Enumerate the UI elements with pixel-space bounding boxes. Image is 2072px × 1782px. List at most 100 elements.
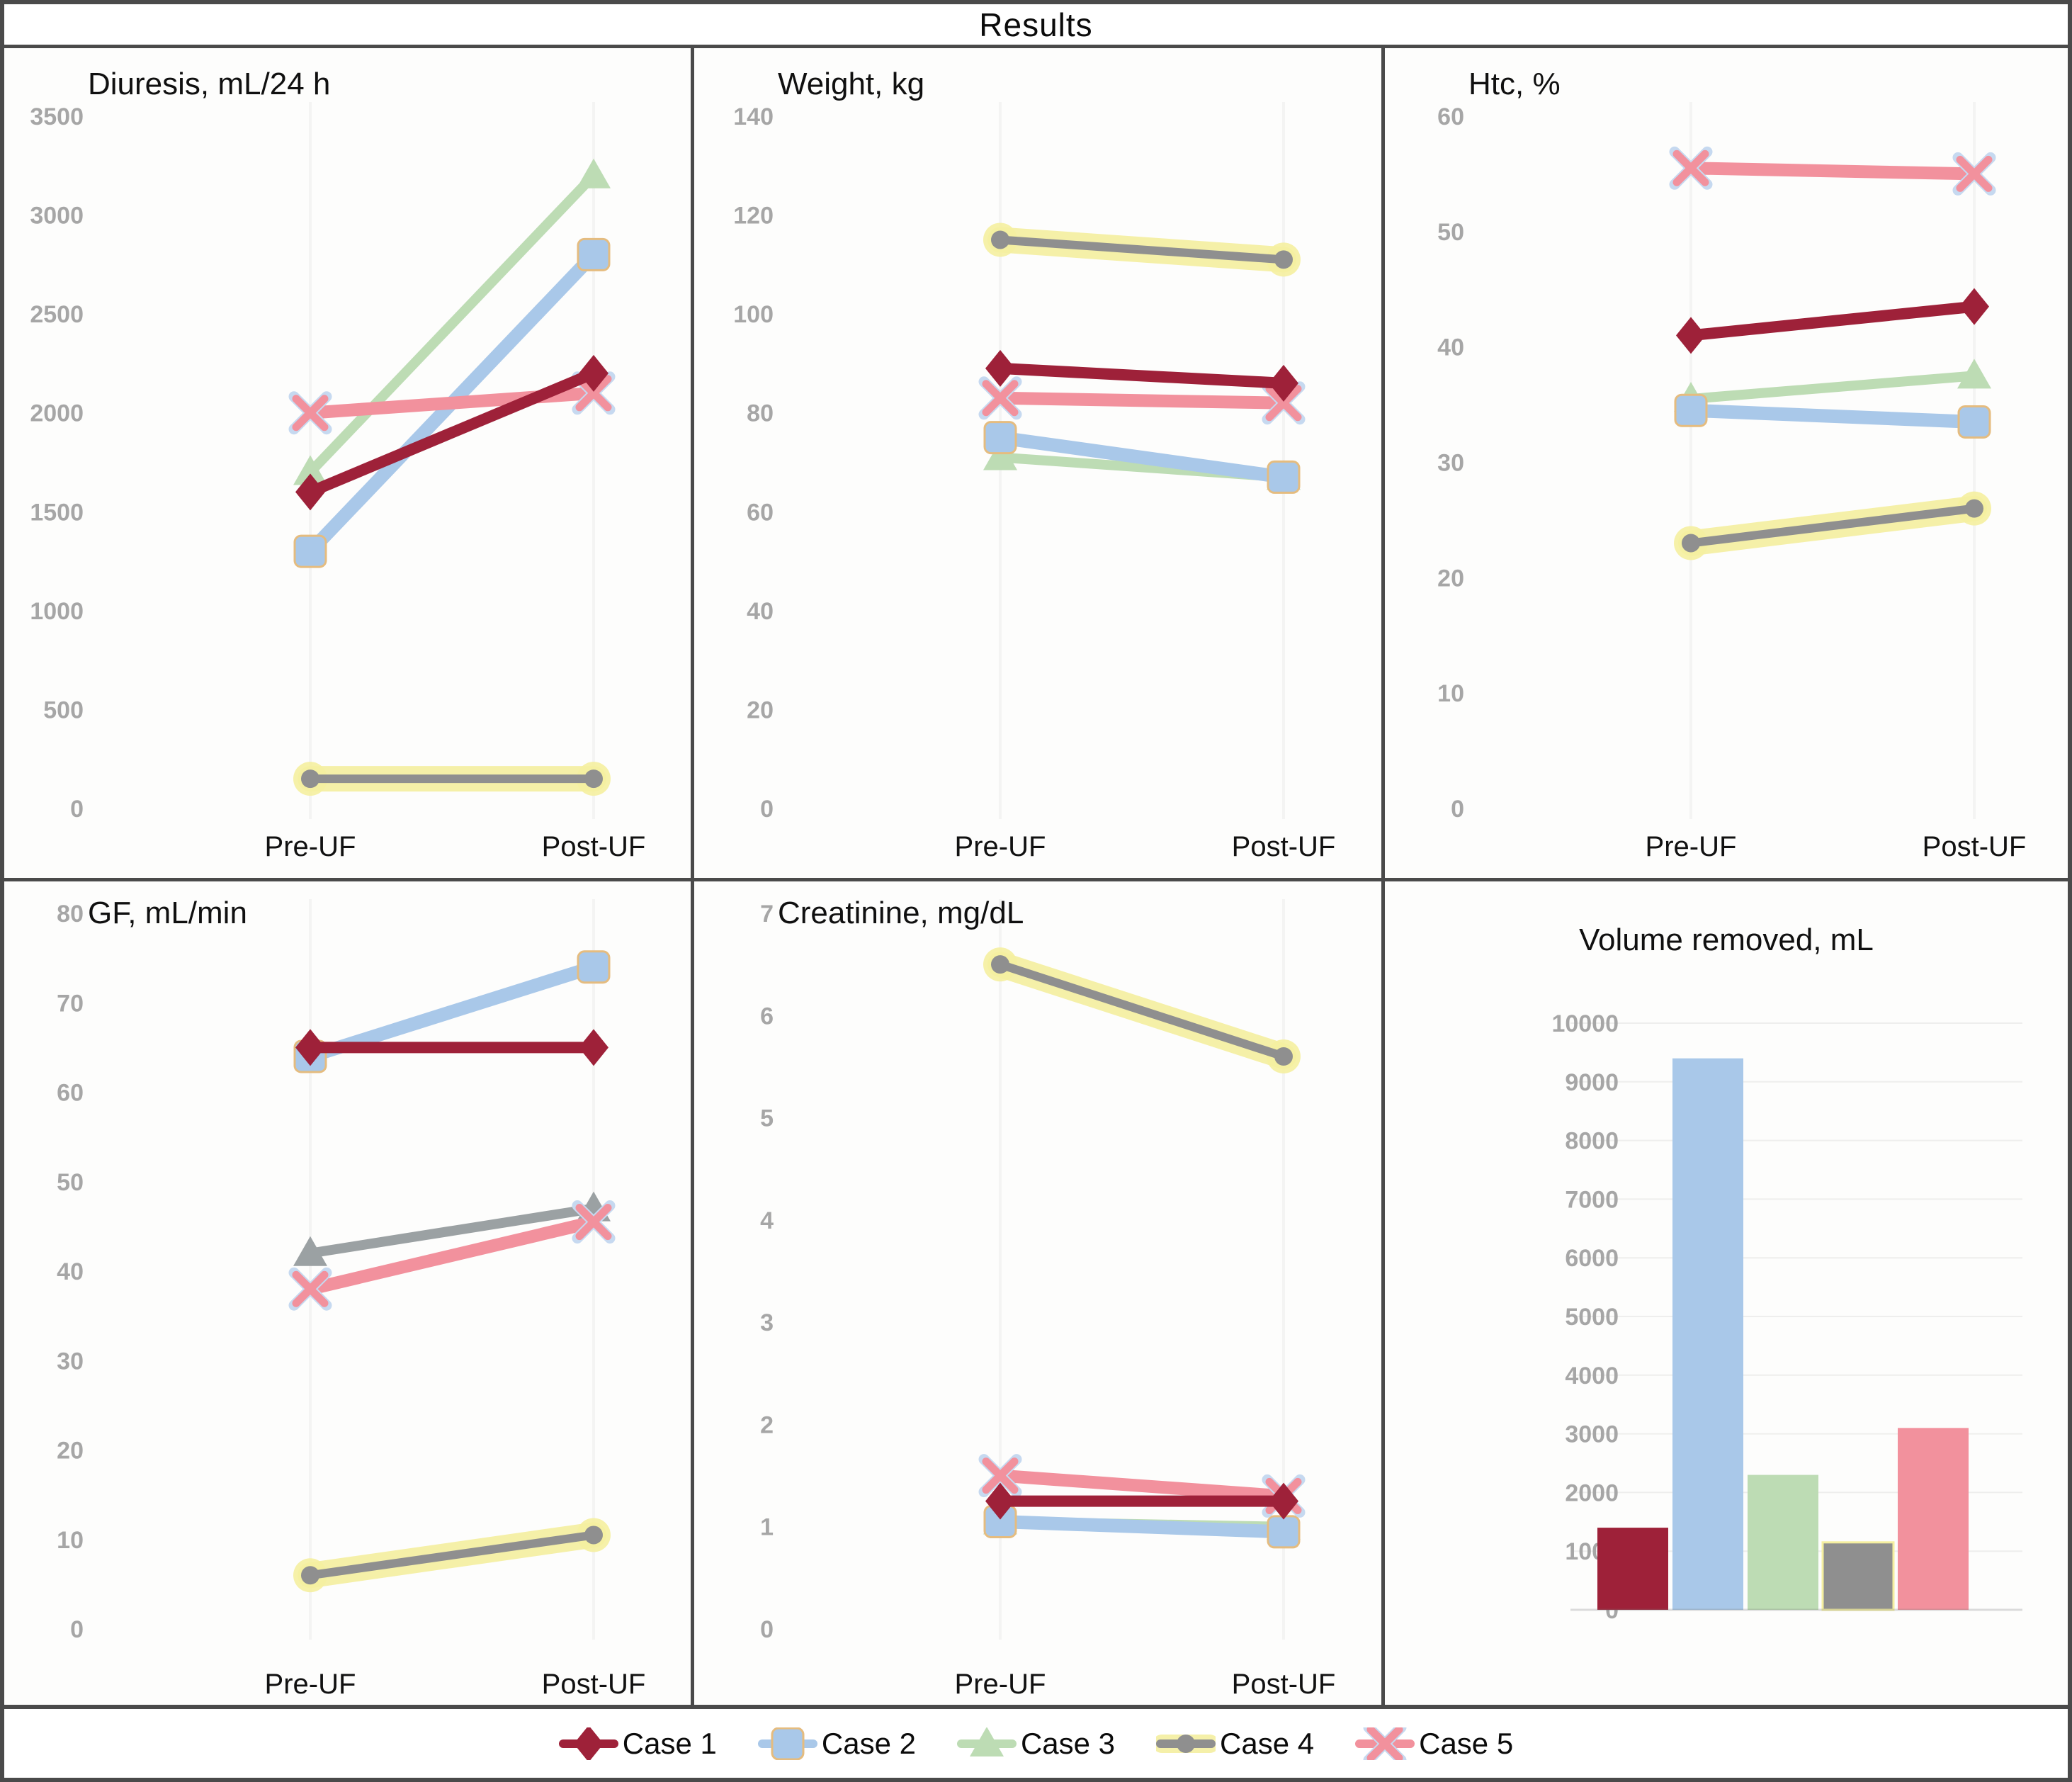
case-5-marker — [292, 1270, 329, 1307]
y-tick-label: 140 — [733, 103, 774, 130]
y-tick-label: 8000 — [1565, 1128, 1619, 1155]
case-1-marker — [579, 1029, 608, 1066]
y-tick-label: 40 — [57, 1258, 84, 1285]
legend-marker-shape — [1177, 1734, 1196, 1753]
y-tick-label: 0 — [70, 1616, 84, 1643]
y-tick-label: 7 — [760, 901, 774, 927]
case-1-marker — [295, 1029, 325, 1066]
creatinine-chart: 0 1 2 3 4 5 6 7 Pre-UF Post-UF — [760, 899, 1336, 1700]
y-tick-label: 2 — [760, 1411, 774, 1438]
y-tick-label: 50 — [57, 1169, 84, 1196]
case-1-marker — [985, 1482, 1015, 1520]
case-3-line — [305, 170, 599, 478]
panel-weight: Weight, kg 0 20 40 60 80 100 120 140 Pre-UF Post-… — [694, 48, 1381, 878]
y-tick-label: 0 — [70, 796, 84, 823]
column-divider-2 — [1381, 48, 1385, 1705]
y-tick-label: 2000 — [1565, 1479, 1619, 1506]
y-tick-label: 5 — [760, 1105, 774, 1132]
case-4-marker — [991, 230, 1009, 249]
legend-marker-shape — [771, 1727, 805, 1760]
y-tick-label: 10000 — [1551, 1010, 1619, 1037]
y-tick-label: 60 — [57, 1080, 84, 1107]
case-2-marker — [577, 950, 611, 984]
case-1-line — [1685, 300, 1980, 342]
case-1-line — [305, 367, 599, 498]
case-4-marker — [584, 1526, 603, 1545]
case-2-line — [1684, 403, 1981, 429]
case-3-triangle-icon — [956, 1727, 1017, 1756]
y-tick-label: 3 — [760, 1309, 774, 1336]
case-4-marker — [991, 955, 1009, 974]
panel-htc: Htc, % 0 10 20 30 40 50 60 Pre-UF Post-UF — [1385, 48, 2068, 878]
case-4-marker — [301, 1566, 319, 1585]
legend-item-case-5: Case 5 — [1355, 1727, 1513, 1761]
y-tick-label: 0 — [760, 1616, 774, 1643]
case-5-line — [994, 391, 1290, 410]
y-tick-label: 20 — [747, 697, 774, 723]
diuresis-chart: 0 500 1000 1500 2000 2500 3000 3500 Pre-UF Post-U… — [30, 102, 646, 862]
y-tick-label: 4 — [760, 1207, 774, 1234]
column-divider-1 — [691, 48, 694, 1705]
case-2-square-icon — [757, 1727, 817, 1760]
panel-title-weight: Weight, kg — [778, 67, 925, 101]
legend-item-label: Case 2 — [821, 1726, 916, 1760]
legend-item-case-4: Case 4 — [1156, 1727, 1314, 1761]
case-2-marker — [293, 534, 327, 568]
x-category-label: Post-UF — [1923, 831, 2027, 862]
y-tick-label: 80 — [57, 901, 84, 927]
y-tick-label: 3000 — [1565, 1421, 1619, 1448]
case-5-marker — [575, 1204, 612, 1241]
case-4-marker — [1274, 250, 1293, 269]
y-tick-label: 4000 — [1565, 1363, 1619, 1389]
case-2-marker — [983, 421, 1017, 455]
x-category-label: Post-UF — [542, 1669, 646, 1700]
case-3-marker — [293, 455, 327, 485]
x-category-label: Pre-UF — [265, 831, 356, 862]
x-category-label: Post-UF — [542, 831, 646, 862]
y-tick-label: 3000 — [30, 203, 84, 230]
case-3-line — [1686, 371, 1979, 404]
case-1-line — [995, 362, 1289, 389]
panel-title-htc: Htc, % — [1468, 67, 1561, 101]
y-tick-label: 10 — [57, 1527, 84, 1554]
case-4-marker — [1274, 1047, 1293, 1066]
case-2-line — [993, 1515, 1291, 1539]
y-tick-label: 40 — [1437, 334, 1464, 361]
panel-title-gf: GF, mL/min — [88, 896, 247, 930]
x-category-label: Pre-UF — [955, 831, 1046, 862]
case-5-marker — [575, 375, 612, 412]
case-1-marker — [1269, 364, 1298, 402]
case-4-line — [996, 235, 1288, 264]
case-4-marker — [584, 769, 603, 789]
y-tick-label: 2000 — [30, 400, 84, 427]
case-5-marker — [292, 395, 329, 432]
htc-chart: 0 10 20 30 40 50 60 Pre-UF Post-UF — [1437, 102, 2027, 862]
case-3-marker — [577, 158, 611, 188]
y-tick-label: 20 — [1437, 565, 1464, 592]
case-2-marker — [1674, 393, 1708, 427]
case-2-line — [993, 431, 1291, 484]
y-tick-label: 1000 — [30, 598, 84, 625]
y-tick-label: 1 — [760, 1514, 774, 1541]
case-1-marker — [579, 354, 608, 392]
y-tick-label: 7000 — [1565, 1186, 1619, 1213]
case-2-marker — [1957, 405, 1991, 439]
y-tick-label: 3500 — [30, 103, 84, 130]
legend-item-label: Case 1 — [622, 1726, 717, 1760]
x-category-label: Post-UF — [1232, 1669, 1336, 1700]
case-4-line — [996, 960, 1288, 1061]
y-tick-label: 60 — [747, 499, 774, 526]
volume-removed-chart: 0100020003000400050006000700080009000100… — [1551, 1010, 2022, 1624]
case-4-line — [1687, 504, 1978, 548]
y-tick-label: 50 — [1437, 219, 1464, 246]
y-tick-label: 80 — [747, 400, 774, 427]
case-3-marker — [1957, 359, 1991, 389]
panel-title-creatinine: Creatinine, mg/dL — [778, 896, 1024, 930]
gf-chart: 0 10 20 30 40 50 60 70 80 Pre-UF Post-UF — [57, 899, 646, 1700]
y-tick-label: 2500 — [30, 301, 84, 328]
y-tick-label: 0 — [1451, 796, 1464, 823]
y-tick-label: 9000 — [1565, 1069, 1619, 1096]
legend-item-case-2: Case 2 — [757, 1726, 916, 1761]
case-5-marker — [982, 1457, 1019, 1494]
